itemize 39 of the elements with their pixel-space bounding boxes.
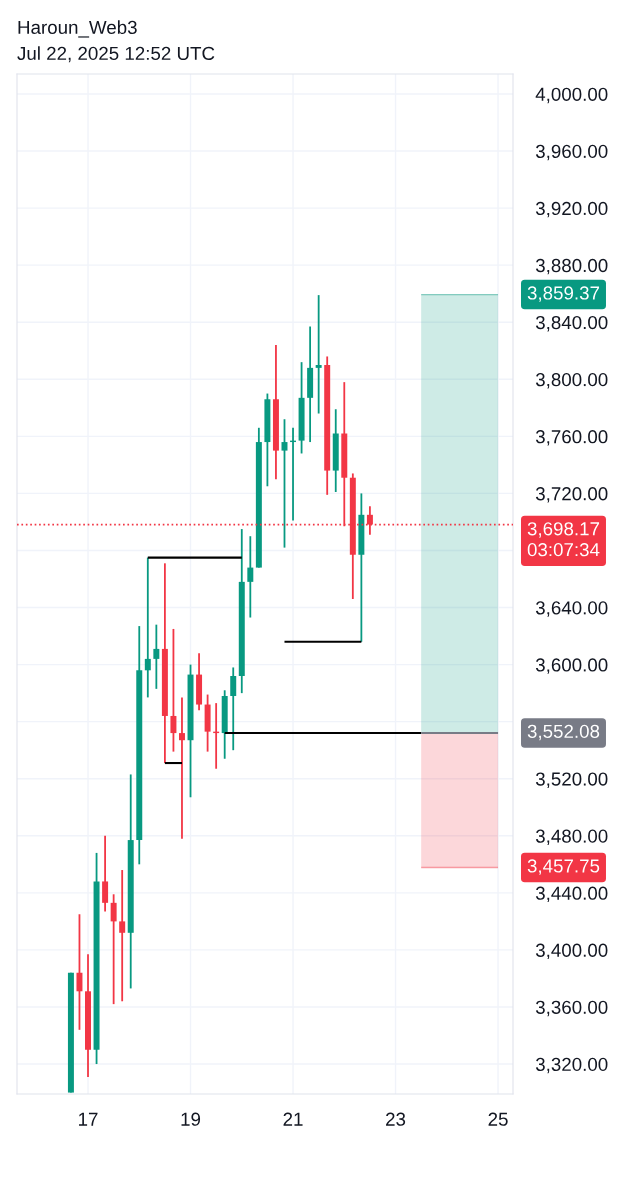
y-tick-label: 3,480.00 <box>535 829 608 845</box>
candlestick <box>178 696 185 840</box>
candlestick <box>153 623 160 690</box>
y-tick-label: 3,320.00 <box>535 1057 608 1074</box>
candlestick <box>247 535 254 619</box>
y-tick-label: 3,640.00 <box>535 601 608 617</box>
y-tick-label: 3,360.00 <box>535 1000 608 1017</box>
candlestick <box>281 418 288 549</box>
x-tick-label: 25 <box>488 1112 508 1126</box>
y-tick-label: 3,400.00 <box>535 943 608 960</box>
candlestick <box>230 666 237 752</box>
y-tick-label: 3,920.00 <box>535 201 608 218</box>
candlestick <box>102 834 109 913</box>
ref-line-label: 3,698.17 03:07:34 <box>527 522 600 557</box>
candlestick <box>119 869 126 1003</box>
x-tick-label: 23 <box>386 1112 406 1126</box>
y-tick-label: 3,760.00 <box>535 430 608 446</box>
data-label: 3,859.37 <box>527 286 600 302</box>
y-tick-label: 3,440.00 <box>535 886 608 903</box>
candlestick <box>170 628 177 753</box>
y-tick-label: 3,800.00 <box>535 372 608 389</box>
y-tick-label: 3,960.00 <box>535 144 608 161</box>
data-label: 3,552.08 <box>527 724 600 741</box>
x-tick-label: 21 <box>283 1112 303 1126</box>
x-tick-label: 17 <box>79 1112 98 1126</box>
candlestick <box>315 294 322 415</box>
candlestick <box>110 893 117 1006</box>
y-tick-label: 4,000.00 <box>535 87 608 104</box>
candlestick <box>144 556 151 699</box>
x-tick-label: 19 <box>181 1112 201 1126</box>
candlestick <box>76 913 83 1031</box>
y-tick-label: 3,520.00 <box>535 772 608 788</box>
y-tick-label: 3,880.00 <box>535 258 608 275</box>
chart-subtitle: Jul 22, 2025 12:52 UTC <box>17 46 215 63</box>
data-label: 3,457.75 <box>527 859 600 875</box>
chart-title: Haroun_Web3 <box>18 20 137 38</box>
y-tick-label: 3,720.00 <box>535 487 608 503</box>
y-tick-label: 3,600.00 <box>535 658 608 674</box>
y-tick-label: 3,840.00 <box>535 315 608 332</box>
